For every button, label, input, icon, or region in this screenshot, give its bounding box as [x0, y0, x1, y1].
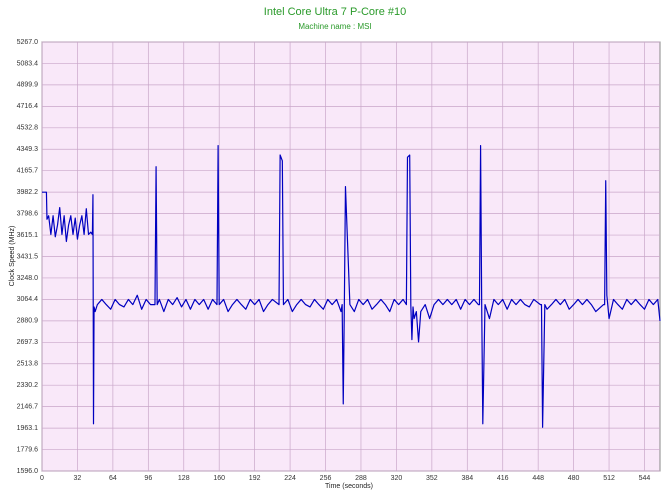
y-tick-label: 1596.0 [17, 468, 39, 475]
y-tick-label: 3064.4 [17, 296, 39, 303]
y-tick-label: 4532.8 [17, 125, 39, 132]
data-line [42, 145, 661, 428]
x-tick-label: 512 [603, 475, 615, 482]
x-tick-label: 320 [391, 475, 403, 482]
y-tick-label: 5083.4 [17, 60, 39, 67]
x-tick-label: 288 [355, 475, 367, 482]
y-tick-label: 2513.8 [17, 361, 39, 368]
x-tick-label: 32 [74, 475, 82, 482]
x-tick-label: 224 [284, 475, 296, 482]
y-tick-label: 4349.3 [17, 146, 39, 153]
y-tick-label: 3982.2 [17, 189, 39, 196]
x-tick-label: 416 [497, 475, 509, 482]
y-tick-label: 4716.4 [17, 103, 39, 110]
y-tick-label: 2880.9 [17, 318, 39, 325]
y-axis-label: Clock Speed (MHz) [9, 226, 16, 287]
y-tick-label: 5267.0 [17, 39, 39, 46]
x-tick-label: 256 [320, 475, 332, 482]
x-tick-label: 160 [213, 475, 225, 482]
y-tick-label: 2330.2 [17, 382, 39, 389]
chart-title: Intel Core Ultra 7 P-Core #10 [264, 6, 406, 18]
y-tick-label: 3615.1 [17, 232, 39, 239]
x-tick-label: 128 [178, 475, 190, 482]
x-tick-label: 0 [40, 475, 44, 482]
y-tick-label: 4899.9 [17, 82, 39, 89]
x-tick-label: 352 [426, 475, 438, 482]
y-tick-label: 3431.5 [17, 253, 39, 260]
x-tick-label: 64 [109, 475, 117, 482]
x-tick-label: 448 [532, 475, 544, 482]
y-tick-label: 1779.6 [17, 446, 39, 453]
y-tick-label: 1963.1 [17, 425, 39, 432]
x-tick-label: 384 [461, 475, 473, 482]
chart-subtitle: Machine name : MSI [298, 22, 371, 31]
y-tick-label: 2146.7 [17, 403, 39, 410]
y-tick-label: 3248.0 [17, 275, 39, 282]
x-tick-label: 96 [144, 475, 152, 482]
x-tick-label: 192 [249, 475, 261, 482]
y-tick-label: 3798.6 [17, 210, 39, 217]
y-tick-label: 4165.7 [17, 168, 39, 175]
x-tick-label: 480 [568, 475, 580, 482]
y-tick-label: 2697.3 [17, 339, 39, 346]
x-axis-label: Time (seconds) [325, 483, 373, 490]
x-tick-label: 544 [639, 475, 651, 482]
